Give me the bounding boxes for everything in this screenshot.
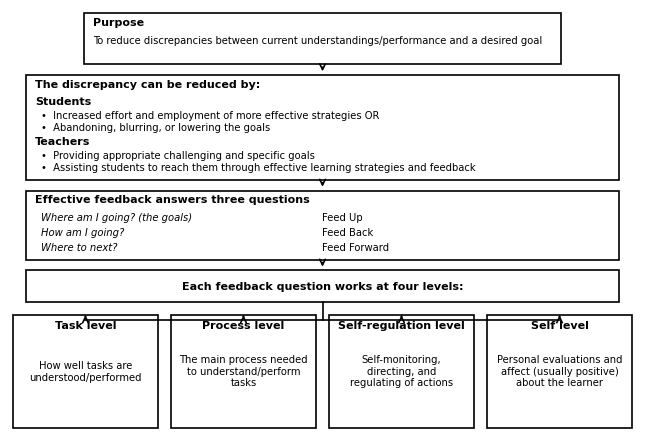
Text: Self level: Self level <box>531 321 588 331</box>
Bar <box>26 75 619 180</box>
Text: •  Increased effort and employment of more effective strategies OR: • Increased effort and employment of mor… <box>41 111 380 121</box>
Text: Purpose: Purpose <box>93 18 144 28</box>
Text: The main process needed
to understand/perform
tasks: The main process needed to understand/pe… <box>179 355 308 388</box>
Text: The discrepancy can be reduced by:: The discrepancy can be reduced by: <box>35 80 260 90</box>
Text: How am I going?: How am I going? <box>41 228 124 238</box>
Bar <box>26 191 619 260</box>
Text: •  Providing appropriate challenging and specific goals: • Providing appropriate challenging and … <box>41 151 315 161</box>
Text: Where am I going? (the goals): Where am I going? (the goals) <box>41 213 192 223</box>
Text: Self-monitoring,
directing, and
regulating of actions: Self-monitoring, directing, and regulati… <box>350 355 453 388</box>
Text: Feed Back: Feed Back <box>322 228 373 238</box>
Text: Self-regulation level: Self-regulation level <box>338 321 465 331</box>
Text: Teachers: Teachers <box>35 137 90 147</box>
Bar <box>487 315 632 428</box>
Text: Each feedback question works at four levels:: Each feedback question works at four lev… <box>182 282 463 293</box>
Text: Process level: Process level <box>203 321 284 331</box>
Bar <box>84 13 561 64</box>
Text: •  Abandoning, blurring, or lowering the goals: • Abandoning, blurring, or lowering the … <box>41 123 270 134</box>
Text: Feed Forward: Feed Forward <box>322 243 390 254</box>
Text: To reduce discrepancies between current understandings/performance and a desired: To reduce discrepancies between current … <box>93 36 542 46</box>
Text: Task level: Task level <box>55 321 116 331</box>
Bar <box>329 315 474 428</box>
Text: Where to next?: Where to next? <box>41 243 117 254</box>
Bar <box>13 315 158 428</box>
Text: •  Assisting students to reach them through effective learning strategies and fe: • Assisting students to reach them throu… <box>41 163 476 174</box>
Bar <box>171 315 316 428</box>
Text: Feed Up: Feed Up <box>322 213 363 223</box>
Text: Students: Students <box>35 97 91 107</box>
Bar <box>26 270 619 302</box>
Text: Personal evaluations and
affect (usually positive)
about the learner: Personal evaluations and affect (usually… <box>497 355 622 388</box>
Text: How well tasks are
understood/performed: How well tasks are understood/performed <box>29 361 142 383</box>
Text: Effective feedback answers three questions: Effective feedback answers three questio… <box>35 195 310 206</box>
